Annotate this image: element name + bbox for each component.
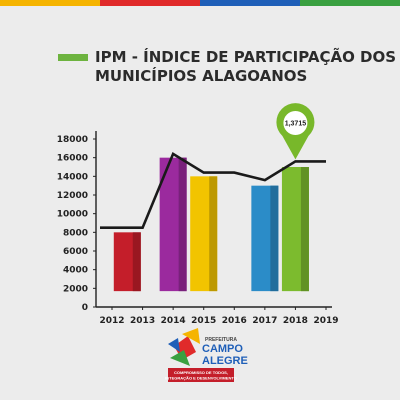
y-tick-label: 16000: [57, 154, 88, 164]
x-tick-label: 2015: [191, 316, 216, 326]
y-tick-label: 14000: [57, 172, 88, 182]
bar-series: [113, 157, 309, 292]
bar-side-2017: [270, 185, 279, 292]
y-tick-label: 0: [82, 303, 88, 313]
x-axis-ticks: 2012 2013 2014 2015 2016 2017 2018 2019: [99, 307, 339, 326]
bar-side-2012: [132, 232, 141, 292]
trend-line: [100, 151, 326, 229]
y-tick-label: 8000: [63, 228, 88, 238]
y-tick-label: 12000: [57, 191, 88, 201]
logo-mark-green: [170, 350, 190, 366]
logo-mark-yellow: [182, 328, 200, 344]
callout-circle: [283, 111, 308, 135]
bar-side-2018: [300, 167, 309, 292]
campo-alegre-logo: PREFEITURA CAMPO ALEGRE COMPROMISSO DE T…: [165, 328, 248, 382]
line-series: [100, 151, 326, 229]
top-stripe-1: [100, 0, 201, 6]
bar-side-2015: [209, 176, 218, 292]
logo-line-2: CAMPO: [202, 343, 243, 355]
y-tick-label: 18000: [57, 135, 88, 145]
x-tick-label: 2016: [222, 316, 247, 326]
y-tick-label: 6000: [63, 247, 88, 257]
callout-pin: 1,3715: [276, 103, 315, 160]
bar-side-2014: [178, 157, 187, 292]
top-stripe-2: [200, 0, 301, 6]
axes: [95, 131, 332, 308]
x-tick-label: 2013: [130, 316, 155, 326]
top-color-stripes: [0, 0, 400, 6]
y-axis-ticks: 0 2000 4000 6000 8000 10000 12000 14000 16000 180…: [57, 135, 96, 313]
logo-tagline-band: [168, 368, 234, 382]
logo-tagline-2: INTEGRAÇÃO E DESENVOLVIMENTO: [165, 376, 237, 381]
y-tick-label: 10000: [57, 210, 88, 220]
logo-mark-blue: [168, 338, 180, 352]
x-tick-label: 2018: [283, 316, 308, 326]
x-tick-label: 2012: [99, 316, 124, 326]
chart-title-line-1: IPM - ÍNDICE DE PARTICIPAÇÃO DOS: [95, 47, 396, 66]
top-stripe-3: [300, 0, 400, 6]
callout-label: 1,3715: [285, 121, 307, 128]
y-tick-label: 4000: [63, 266, 88, 276]
title-marker: [58, 54, 88, 61]
x-tick-label: 2019: [313, 316, 338, 326]
logo-line-1: PREFEITURA: [205, 337, 237, 343]
chart-title-line-2: MUNICÍPIOS ALAGOANOS: [95, 66, 307, 85]
logo-tagline-1: COMPROMISSO DE TODOS,: [174, 370, 228, 375]
x-tick-label: 2014: [161, 316, 186, 326]
top-stripe-0: [0, 0, 101, 6]
y-tick-label: 2000: [63, 284, 88, 294]
x-tick-label: 2017: [252, 316, 277, 326]
logo-line-3: ALEGRE: [202, 355, 248, 367]
